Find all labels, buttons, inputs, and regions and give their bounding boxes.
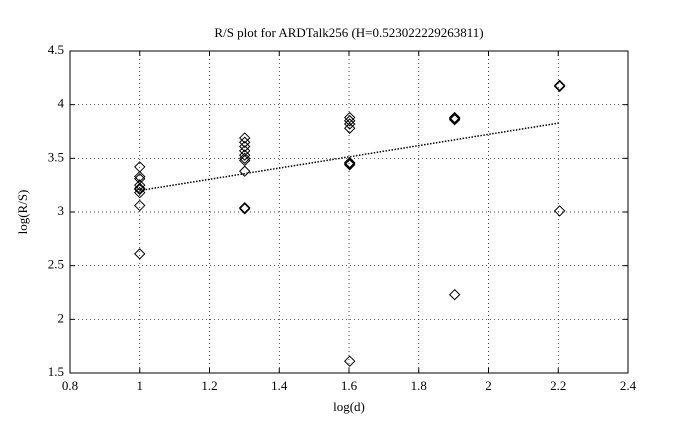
x-tick-label: 2.4 xyxy=(620,378,637,393)
x-tick-label: 1.4 xyxy=(271,378,288,393)
x-tick-label: 1.6 xyxy=(341,378,358,393)
data-point xyxy=(239,140,251,153)
data-point xyxy=(343,115,356,127)
y-tick-label: 3 xyxy=(58,203,65,218)
data-point xyxy=(343,157,356,170)
data-point xyxy=(343,111,356,124)
x-axis-label: log(d) xyxy=(333,399,365,414)
data-point xyxy=(553,205,566,217)
y-tick-label: 2 xyxy=(58,310,65,325)
data-point xyxy=(134,183,146,196)
data-point xyxy=(343,118,356,130)
data-point xyxy=(448,111,461,124)
data-point xyxy=(239,165,251,177)
data-point xyxy=(239,201,251,214)
data-point xyxy=(343,355,356,367)
data-point xyxy=(239,154,251,167)
x-tick-label: 0.8 xyxy=(62,378,78,393)
y-tick-label: 1.5 xyxy=(48,364,64,379)
fit-line xyxy=(139,122,560,192)
y-tick-label: 4 xyxy=(58,96,65,111)
data-point xyxy=(134,182,146,195)
y-axis-label: log(R/S) xyxy=(15,190,30,235)
data-point xyxy=(134,170,146,183)
x-tick-label: 1 xyxy=(137,378,144,393)
y-tick-label: 4.5 xyxy=(48,42,64,57)
data-point xyxy=(343,122,356,134)
data-point xyxy=(553,80,566,93)
data-point xyxy=(448,288,461,301)
data-point xyxy=(239,203,251,215)
data-point xyxy=(134,248,146,260)
data-point xyxy=(239,149,251,161)
y-tick-label: 3.5 xyxy=(48,149,64,164)
data-point xyxy=(343,159,356,171)
data-point xyxy=(239,136,251,148)
data-point xyxy=(134,199,146,212)
data-point xyxy=(134,186,146,199)
data-point xyxy=(448,113,461,126)
data-point xyxy=(343,156,356,169)
y-tick-label: 2.5 xyxy=(48,257,64,272)
data-point xyxy=(448,112,461,125)
data-point xyxy=(239,132,251,144)
data-point xyxy=(553,79,566,92)
x-tick-label: 2 xyxy=(485,378,492,393)
x-tick-label: 1.8 xyxy=(411,378,427,393)
x-tick-label: 2.2 xyxy=(550,378,566,393)
data-point xyxy=(239,152,251,165)
chart-title: R/S plot for ARDTalk256 (H=0.52302222926… xyxy=(214,25,483,40)
x-tick-label: 1.2 xyxy=(201,378,217,393)
